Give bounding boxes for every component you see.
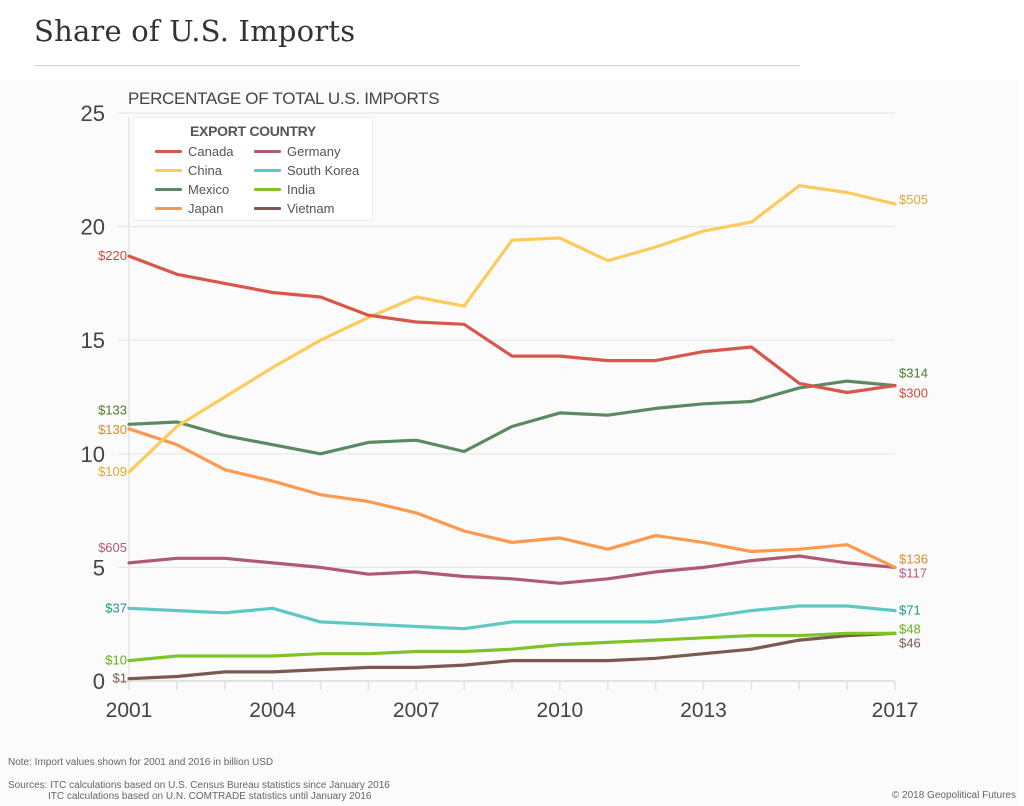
end-value-label: $48 [899, 621, 921, 636]
legend-item-canada: Canada [155, 144, 234, 159]
legend-title: EXPORT COUNTRY [190, 123, 316, 139]
y-tick-label: 5 [93, 555, 105, 580]
legend-item-japan: Japan [155, 201, 223, 216]
legend-label: Germany [287, 144, 341, 159]
legend-item-south-korea: South Korea [254, 163, 359, 178]
value-labels: $220 $300 $109 $505 $133 $314 $130 $136 $605 $117… [98, 192, 928, 686]
x-tick-label: 2004 [249, 699, 296, 722]
copyright: © 2018 Geopolitical Futures [891, 790, 1016, 801]
y-axis-ticks: 0 5 10 15 20 25 [81, 101, 105, 694]
legend-swatch [155, 188, 182, 191]
x-tick-label: 2010 [537, 699, 584, 722]
end-value-label: $314 [899, 366, 928, 381]
end-value-label: $505 [899, 192, 928, 207]
page-title: Share of U.S. Imports [34, 14, 356, 48]
legend-label: Japan [188, 201, 224, 216]
sources-line-1: Sources: ITC calculations based on U.S. … [8, 780, 390, 791]
legend-item-vietnam: Vietnam [254, 201, 334, 216]
series-line-mexico [127, 379, 897, 456]
start-value-label: $37 [105, 600, 127, 615]
start-value-label: $1 [113, 671, 127, 686]
end-value-label: $117 [899, 565, 927, 580]
x-tick-label: 2001 [106, 699, 153, 722]
series-line-india [127, 631, 897, 663]
series-lines [127, 184, 897, 681]
start-value-label: $220 [98, 248, 127, 263]
legend-item-germany: Germany [254, 144, 340, 159]
start-value-label: $130 [98, 422, 127, 437]
legend: EXPORT COUNTRY Canada China Mexico Japan Ger… [133, 117, 373, 221]
series-line-vietnam [127, 631, 897, 681]
x-tick-label: 2017 [872, 699, 919, 722]
end-value-label: $136 [899, 551, 928, 566]
sources: Sources: ITC calculations based on U.S. … [8, 780, 390, 802]
legend-label: Mexico [188, 182, 230, 197]
legend-label: China [188, 163, 222, 178]
legend-label: South Korea [287, 163, 360, 178]
end-value-label: $300 [899, 386, 928, 401]
series-line-japan [127, 427, 897, 570]
y-tick-label: 0 [93, 669, 105, 694]
y-tick-label: 25 [81, 101, 105, 126]
legend-label: India [287, 182, 316, 197]
legend-item-india: India [254, 182, 315, 197]
end-value-label: $71 [899, 603, 921, 618]
legend-item-mexico: Mexico [155, 182, 229, 197]
series-line-china [127, 184, 897, 474]
start-value-label: $133 [98, 402, 127, 417]
start-value-label: $605 [98, 540, 127, 555]
legend-label: Canada [188, 144, 234, 159]
series-line-south-korea [127, 604, 897, 631]
sources-line-2: ITC calculations based on U.N. COMTRADE … [48, 791, 372, 802]
title-divider [34, 65, 800, 66]
legend-swatch [155, 207, 182, 210]
y-tick-label: 10 [81, 442, 105, 467]
start-value-label: $10 [105, 653, 127, 668]
legend-item-china: China [155, 163, 222, 178]
y-tick-label: 20 [81, 215, 105, 240]
y-tick-label: 15 [81, 328, 105, 353]
end-value-label: $46 [899, 635, 921, 650]
legend-swatch [155, 169, 182, 172]
series-line-canada [127, 254, 897, 395]
series-line-germany [127, 554, 897, 585]
legend-swatch [254, 207, 281, 210]
gridlines [118, 112, 895, 689]
x-axis: 2001 2004 2007 2010 2013 2017 [106, 681, 919, 722]
footnote: Note: Import values shown for 2001 and 2… [8, 757, 274, 768]
x-tick-label: 2007 [393, 699, 440, 722]
legend-swatch [254, 188, 281, 191]
legend-swatch [155, 150, 182, 153]
start-value-label: $109 [98, 464, 127, 479]
legend-swatch [254, 169, 281, 172]
chart-subtitle: PERCENTAGE OF TOTAL U.S. IMPORTS [128, 89, 440, 108]
legend-swatch [254, 150, 281, 153]
legend-label: Vietnam [287, 201, 335, 216]
x-tick-label: 2013 [680, 699, 727, 722]
